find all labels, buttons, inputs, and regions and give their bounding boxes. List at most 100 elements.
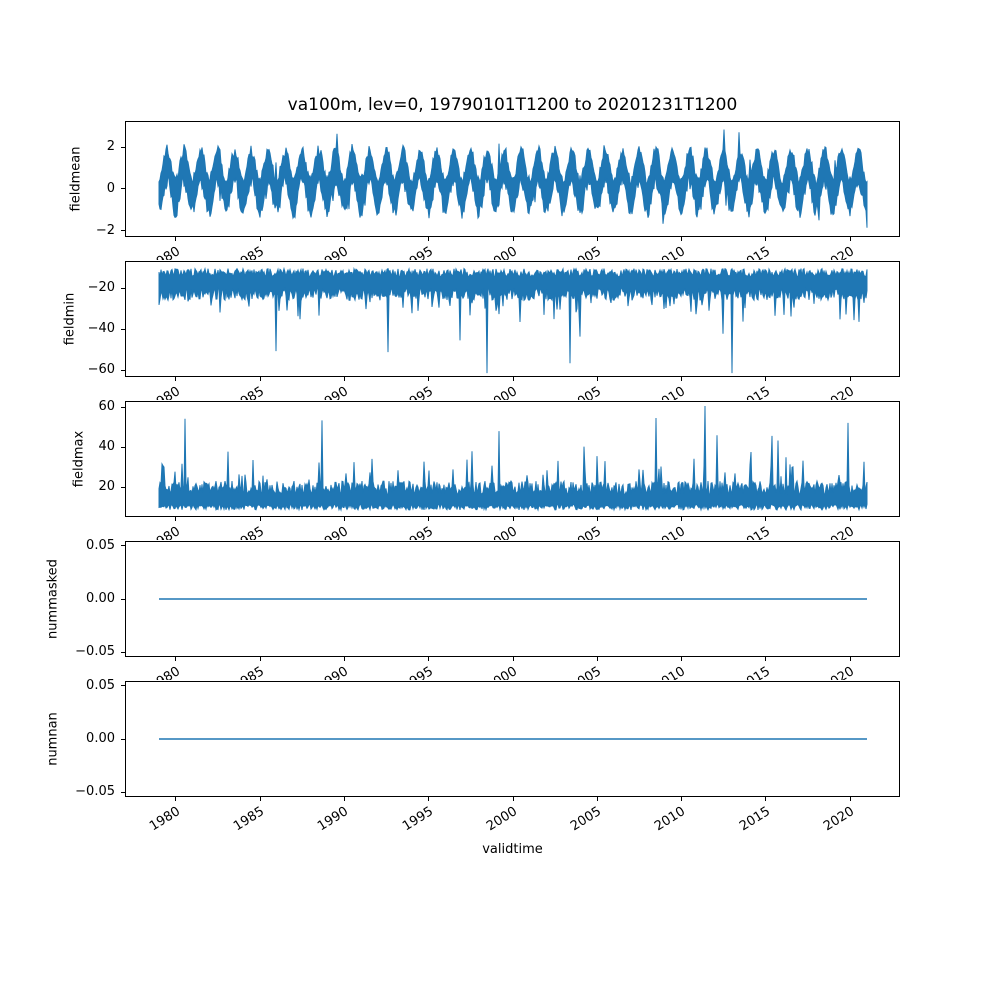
xtick-mark xyxy=(175,797,177,801)
ytick-mark xyxy=(121,188,125,190)
ytick-mark xyxy=(121,328,125,330)
ytick-label: 40 xyxy=(98,439,115,454)
ytick-label: −20 xyxy=(87,280,115,296)
xtick-strip: 1980 1985 1990 1995 2000 2005 2010 2015 2020 xyxy=(125,238,940,260)
xtick-label: 2010 xyxy=(652,384,689,400)
xtick-mark xyxy=(343,517,345,521)
xtick-label: 1985 xyxy=(231,384,268,400)
xtick-mark xyxy=(259,797,261,801)
xtick-mark xyxy=(428,797,430,801)
noisy-line-band xyxy=(158,129,868,228)
ytick-label: 0.00 xyxy=(86,591,115,606)
xtick-label: 1985 xyxy=(231,664,268,680)
ytick-label: −0.05 xyxy=(75,784,115,800)
xtick-mark xyxy=(765,797,767,801)
xtick-label: 2010 xyxy=(652,664,689,680)
ytick-mark xyxy=(121,230,125,232)
xtick-mark xyxy=(175,237,177,241)
xtick-mark xyxy=(765,517,767,521)
xtick-mark xyxy=(512,377,514,381)
ytick-mark xyxy=(121,545,125,547)
xtick-label: 2015 xyxy=(736,384,773,400)
xtick-label: 2005 xyxy=(568,384,605,400)
xtick-mark xyxy=(428,377,430,381)
xtick-label: 1990 xyxy=(315,664,352,680)
xtick-mark xyxy=(596,377,598,381)
xtick-mark xyxy=(259,377,261,381)
xtick-label: 2020 xyxy=(821,384,858,400)
xtick-mark xyxy=(849,657,851,661)
ytick-mark xyxy=(121,446,125,448)
ytick-label: 0.00 xyxy=(86,731,115,746)
xtick-mark xyxy=(512,237,514,241)
xtick-label: 2020 xyxy=(821,664,858,680)
xtick-mark xyxy=(512,657,514,661)
xtick-label: 2015 xyxy=(736,804,773,835)
xtick-label: 2005 xyxy=(568,524,605,540)
xtick-mark xyxy=(681,797,683,801)
xtick-label: 2000 xyxy=(483,384,520,400)
xtick-mark xyxy=(596,237,598,241)
series-fieldmin xyxy=(158,266,868,374)
series-nummasked xyxy=(159,598,867,600)
xtick-label: 2015 xyxy=(736,664,773,680)
ytick-label: 2 xyxy=(106,139,115,154)
xtick-mark xyxy=(596,797,598,801)
ytick-label: 60 xyxy=(98,399,115,414)
ytick-label: −0.05 xyxy=(75,644,115,660)
xtick-label: 2005 xyxy=(568,664,605,680)
xtick-label: 1980 xyxy=(146,524,183,540)
ytick-label: 20 xyxy=(98,479,115,494)
xtick-label: 2000 xyxy=(483,664,520,680)
xtick-label: 1990 xyxy=(315,384,352,400)
xtick-mark xyxy=(512,517,514,521)
ytick-mark xyxy=(121,685,125,687)
xtick-label: 1995 xyxy=(399,384,436,400)
xtick-strip: 1980 1985 1990 1995 2000 2005 2010 2015 2020 xyxy=(125,798,940,838)
y-axis-label-fieldmin: fieldmin xyxy=(62,292,78,346)
xtick-mark xyxy=(849,517,851,521)
xtick-mark xyxy=(512,797,514,801)
xtick-mark xyxy=(175,657,177,661)
xtick-mark xyxy=(765,377,767,381)
xtick-label: 2005 xyxy=(568,244,605,260)
subplot-fieldmin xyxy=(125,261,900,377)
xtick-label: 2000 xyxy=(483,244,520,260)
xtick-label: 1980 xyxy=(146,664,183,680)
xtick-mark xyxy=(343,237,345,241)
xtick-label: 2010 xyxy=(652,804,689,835)
xtick-label: 2020 xyxy=(821,524,858,540)
xtick-mark xyxy=(175,517,177,521)
series-fieldmean xyxy=(158,129,868,228)
xtick-label: 2015 xyxy=(736,524,773,540)
x-axis-label: validtime xyxy=(482,842,543,857)
noisy-line-band xyxy=(158,405,868,512)
xtick-label: 1980 xyxy=(146,244,183,260)
xtick-label: 2020 xyxy=(821,804,858,835)
xtick-strip: 1980 1985 1990 1995 2000 2005 2010 2015 2020 xyxy=(125,518,940,540)
ytick-mark xyxy=(121,651,125,653)
ytick-mark xyxy=(121,791,125,793)
xtick-label: 1980 xyxy=(146,804,183,835)
xtick-mark xyxy=(596,517,598,521)
chart-title: va100m, lev=0, 19790101T1200 to 20201231… xyxy=(287,95,738,115)
xtick-strip: 1980 1985 1990 1995 2000 2005 2010 2015 2020 xyxy=(125,378,940,400)
xtick-label: 1990 xyxy=(315,244,352,260)
ytick-label: −60 xyxy=(87,362,115,378)
xtick-label: 2000 xyxy=(483,804,520,835)
xtick-mark xyxy=(765,237,767,241)
series-fieldmax xyxy=(158,405,868,512)
xtick-mark xyxy=(849,237,851,241)
ytick-label: 0.05 xyxy=(86,537,115,553)
xtick-mark xyxy=(259,237,261,241)
xtick-mark xyxy=(428,657,430,661)
subplot-fieldmax xyxy=(125,401,900,517)
xtick-label: 1995 xyxy=(399,244,436,260)
subplot-numnan xyxy=(125,681,900,797)
xtick-label: 1995 xyxy=(399,804,436,835)
xtick-label: 2010 xyxy=(652,244,689,260)
xtick-mark xyxy=(849,797,851,801)
noisy-line-band xyxy=(158,266,868,374)
xtick-mark xyxy=(259,517,261,521)
